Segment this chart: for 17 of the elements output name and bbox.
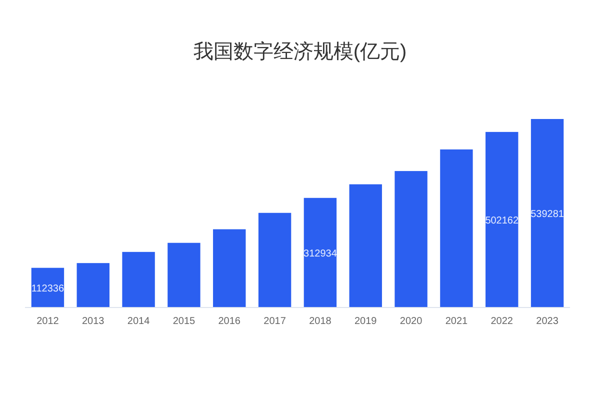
chart-title: 我国数字经济规模(亿元): [193, 40, 407, 63]
x-tick-label: 2012: [36, 316, 60, 327]
x-tick-label: 2018: [309, 316, 332, 327]
x-tick-label: 2019: [354, 316, 378, 327]
x-tick-label: 2017: [264, 316, 286, 327]
data-label: 312934: [304, 248, 338, 260]
x-tick-label: 2015: [172, 316, 196, 327]
x-tick-label: 2013: [82, 316, 105, 327]
data-label: 502162: [485, 215, 519, 226]
x-tick-label: 2020: [400, 316, 423, 327]
data-label: 112336: [31, 283, 64, 294]
x-tick-label: 2021: [445, 316, 468, 327]
x-tick-label: 2014: [127, 316, 150, 327]
x-tick-label: 2022: [490, 316, 514, 327]
data-label: 539281: [530, 209, 564, 220]
x-tick-label: 2023: [536, 316, 559, 327]
x-tick-label: 2016: [218, 316, 241, 327]
